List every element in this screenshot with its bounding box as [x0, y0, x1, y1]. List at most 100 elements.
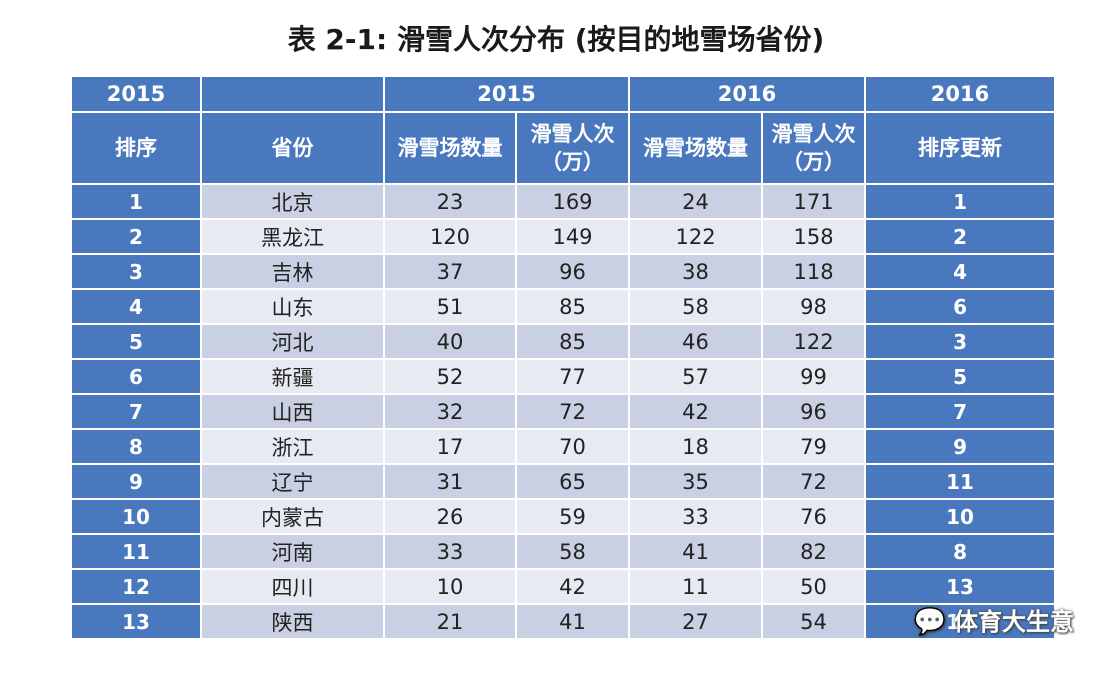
watermark: 💬 体育大生意 [914, 602, 1074, 637]
rank-cell: 13 [70, 603, 202, 640]
resorts-2015-cell: 21 [383, 603, 517, 640]
province-cell: 新疆 [200, 358, 385, 395]
visits-2015-cell: 149 [514, 218, 631, 255]
resorts-2016-cell: 27 [628, 603, 764, 640]
visits-2016-cell: 50 [761, 568, 867, 605]
province-cell: 四川 [200, 568, 385, 605]
table-row: 11 河南 33 58 41 82 8 [70, 533, 1057, 570]
table-row: 13 陕西 21 41 27 54 12 [70, 603, 1057, 640]
visits-2016-cell: 118 [761, 253, 867, 290]
visits-2015-cell: 169 [514, 183, 631, 220]
resorts-2016-header: 滑雪场数量 [628, 111, 764, 185]
new-rank-cell: 11 [864, 463, 1057, 500]
table-row: 10 内蒙古 26 59 33 76 10 [70, 498, 1057, 535]
rank-cell: 6 [70, 358, 202, 395]
table-row: 2 黑龙江 120 149 122 158 2 [70, 218, 1057, 255]
resorts-2015-cell: 26 [383, 498, 517, 535]
visits-2015-cell: 41 [514, 603, 631, 640]
resorts-2015-cell: 23 [383, 183, 517, 220]
new-rank-cell: 5 [864, 358, 1057, 395]
resorts-2015-cell: 32 [383, 393, 517, 430]
rank-cell: 8 [70, 428, 202, 465]
resorts-2015-cell: 51 [383, 288, 517, 325]
rank-cell: 9 [70, 463, 202, 500]
resorts-2015-header: 滑雪场数量 [383, 111, 517, 185]
visits-2015-cell: 85 [514, 288, 631, 325]
rank-cell: 11 [70, 533, 202, 570]
rank-cell: 2 [70, 218, 202, 255]
rank-cell: 3 [70, 253, 202, 290]
table-title: 表 2-1: 滑雪人次分布 (按目的地雪场省份) [287, 23, 825, 56]
year-2015-header: 2015 [382, 75, 631, 113]
visits-2016-cell: 171 [761, 183, 867, 220]
table-row: 7 山西 32 72 42 96 7 [70, 393, 1057, 430]
resorts-2015-cell: 120 [383, 218, 517, 255]
new-rank-cell: 9 [864, 428, 1057, 465]
new-rank-header: 排序更新 [864, 111, 1057, 185]
resorts-2016-cell: 18 [628, 428, 764, 465]
rank-cell: 5 [70, 323, 202, 360]
resorts-2016-cell: 46 [628, 323, 764, 360]
rank-cell: 7 [70, 393, 202, 430]
resorts-2016-cell: 24 [628, 183, 764, 220]
resorts-2016-cell: 33 [628, 498, 764, 535]
resorts-2015-cell: 52 [383, 358, 517, 395]
visits-2016-cell: 158 [761, 218, 867, 255]
table-row: 9 辽宁 31 65 35 72 11 [70, 463, 1057, 500]
visits-2016-cell: 76 [761, 498, 867, 535]
province-cell: 北京 [200, 183, 385, 220]
new-rank-cell: 2 [864, 218, 1057, 255]
new-rank-cell: 8 [864, 533, 1057, 570]
new-rank-cell: 10 [864, 498, 1057, 535]
rank-header: 排序 [70, 111, 202, 185]
watermark-text: 体育大生意 [954, 608, 1074, 636]
rank-cell: 4 [70, 288, 202, 325]
new-rank-cell: 3 [864, 323, 1057, 360]
table-row: 4 山东 51 85 58 98 6 [70, 288, 1057, 325]
table-row: 8 浙江 17 70 18 79 9 [70, 428, 1057, 465]
province-cell: 内蒙古 [200, 498, 385, 535]
resorts-2016-cell: 122 [628, 218, 764, 255]
new-rank-cell: 4 [864, 253, 1057, 290]
visits-2015-cell: 77 [514, 358, 631, 395]
resorts-2016-cell: 58 [628, 288, 764, 325]
rank-year-header: 2015 [70, 75, 202, 113]
resorts-2016-cell: 35 [628, 463, 764, 500]
province-cell: 河南 [200, 533, 385, 570]
visits-2015-cell: 58 [514, 533, 631, 570]
visits-2015-cell: 72 [514, 393, 631, 430]
visits-2015-cell: 85 [514, 323, 631, 360]
province-cell: 陕西 [200, 603, 385, 640]
year-2016-header: 2016 [628, 75, 867, 113]
resorts-2015-cell: 10 [383, 568, 517, 605]
visits-2016-cell: 82 [761, 533, 867, 570]
visits-2015-cell: 59 [514, 498, 631, 535]
visits-2015-cell: 65 [514, 463, 631, 500]
new-rank-cell: 6 [864, 288, 1057, 325]
new-rank-cell: 13 [864, 568, 1057, 605]
province-cell: 河北 [200, 323, 385, 360]
table-row: 1 北京 23 169 24 171 1 [70, 183, 1057, 220]
visits-2016-cell: 96 [761, 393, 867, 430]
ski-visits-table: 2015 2015 2016 2016 排序 省份 滑雪场数量 滑雪人次（万） … [70, 75, 1057, 640]
visits-2016-cell: 99 [761, 358, 867, 395]
province-cell: 浙江 [200, 428, 385, 465]
resorts-2016-cell: 42 [628, 393, 764, 430]
rank-cell: 12 [70, 568, 202, 605]
table-row: 3 吉林 37 96 38 118 4 [70, 253, 1057, 290]
province-year-header [200, 75, 385, 113]
visits-2015-cell: 96 [514, 253, 631, 290]
visits-2016-header: 滑雪人次（万） [761, 111, 867, 185]
new-rank-cell: 1 [864, 183, 1057, 220]
rank-cell: 1 [70, 183, 202, 220]
resorts-2015-cell: 17 [383, 428, 517, 465]
table-row: 12 四川 10 42 11 50 13 [70, 568, 1057, 605]
visits-2016-cell: 79 [761, 428, 867, 465]
header-label-row: 排序 省份 滑雪场数量 滑雪人次（万） 滑雪场数量 滑雪人次（万） 排序更新 [70, 111, 1057, 185]
new-rank-cell: 12 [864, 603, 1057, 640]
visits-2016-cell: 122 [761, 323, 867, 360]
resorts-2016-cell: 11 [628, 568, 764, 605]
table-row: 5 河北 40 85 46 122 3 [70, 323, 1057, 360]
visits-2016-cell: 72 [761, 463, 867, 500]
wechat-icon: 💬 [913, 607, 946, 637]
